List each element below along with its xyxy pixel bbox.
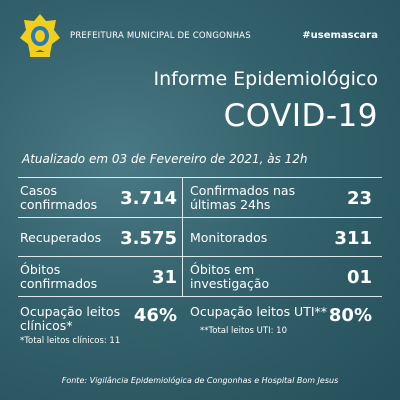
stat-cell: Confirmados nas últimas 24hs 23 xyxy=(190,178,372,218)
stat-cell: Monitorados 311 xyxy=(190,218,372,258)
stat-label: Monitorados xyxy=(190,230,268,245)
stat-value: 31 xyxy=(151,266,177,288)
divider xyxy=(182,177,183,296)
stat-label: Casos confirmados xyxy=(20,183,98,212)
stat-value: 3.714 xyxy=(120,187,177,209)
stat-value: 01 xyxy=(346,266,372,288)
stat-value: 3.575 xyxy=(120,227,177,249)
stat-label: Confirmados nas últimas 24hs xyxy=(190,183,296,212)
report-subtitle: COVID-19 xyxy=(223,98,378,134)
stat-cell: Casos confirmados 3.714 xyxy=(20,178,177,218)
stat-cell: Óbitos em investigação 01 xyxy=(190,257,372,297)
hashtag: #usemascara xyxy=(302,30,378,41)
occupancy-value: 46% xyxy=(133,305,177,326)
updated-at: Atualizado em 03 de Fevereiro de 2021, à… xyxy=(22,152,308,166)
stat-cell: Óbitos confirmados 31 xyxy=(20,257,177,297)
divider xyxy=(18,177,382,178)
org-name: PREFEITURA MUNICIPAL DE CONGONHAS xyxy=(70,31,251,41)
source-footer: Fonte: Vigilância Epidemiológica de Cong… xyxy=(61,376,339,385)
occupancy-note: *Total leitos clínicos: 11 xyxy=(20,336,121,346)
occupancy-card: Ocupação leitos UTI** 80% **Total leitos… xyxy=(190,304,372,337)
stat-cell: Recuperados 3.575 xyxy=(20,218,177,258)
occupancy-label: Ocupação leitos clínicos* xyxy=(20,304,121,333)
occupancy-label: Ocupação leitos UTI** xyxy=(190,304,328,319)
stat-value: 23 xyxy=(346,187,372,209)
occupancy-card: Ocupação leitos clínicos* 46% *Total lei… xyxy=(20,304,177,347)
stat-value: 311 xyxy=(334,227,372,249)
divider xyxy=(18,296,382,297)
stat-label: Óbitos confirmados xyxy=(20,262,98,291)
divider xyxy=(18,217,382,218)
occupancy-value: 80% xyxy=(328,305,372,326)
stat-label: Recuperados xyxy=(20,230,102,245)
crest-logo xyxy=(20,14,60,57)
occupancy-note: **Total leitos UTI: 10 xyxy=(200,326,287,336)
report-title: Informe Epidemiológico xyxy=(153,68,379,90)
stat-label: Óbitos em investigação xyxy=(190,262,270,291)
divider xyxy=(18,256,382,257)
